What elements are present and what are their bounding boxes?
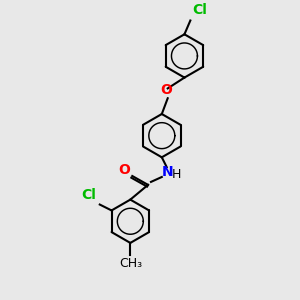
Text: H: H <box>172 167 181 181</box>
Text: Cl: Cl <box>81 188 96 202</box>
Text: Cl: Cl <box>192 3 207 16</box>
Text: O: O <box>118 163 130 177</box>
Text: N: N <box>162 165 173 179</box>
Text: O: O <box>160 83 172 98</box>
Text: CH₃: CH₃ <box>119 257 142 270</box>
